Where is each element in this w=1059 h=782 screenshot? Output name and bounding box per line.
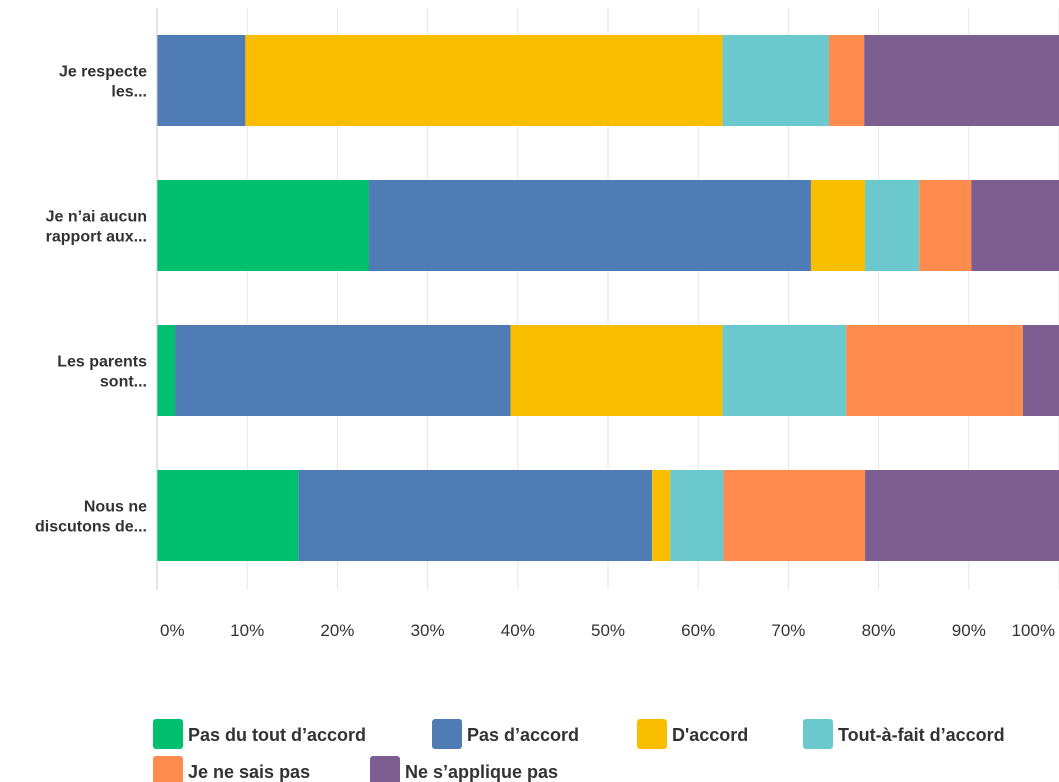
legend-label: Pas d’accord — [467, 725, 579, 745]
bar-segment — [157, 325, 176, 416]
bar-segment — [919, 180, 972, 271]
bar-segment — [723, 470, 866, 561]
legend-label: D'accord — [672, 725, 748, 745]
legend-swatch — [637, 719, 667, 749]
legend-label: Je ne sais pas — [188, 762, 310, 782]
x-tick-label: 60% — [681, 621, 715, 640]
bar-segment — [828, 35, 865, 126]
bar-segment — [510, 325, 723, 416]
bars-layer — [157, 35, 1059, 561]
x-tick-label: 90% — [952, 621, 986, 640]
category-label: sont... — [100, 374, 147, 391]
x-tick-label: 30% — [411, 621, 445, 640]
x-tick-label: 50% — [591, 621, 625, 640]
bar-segment — [298, 470, 653, 561]
bar-segment — [722, 35, 829, 126]
category-label: discutons de... — [35, 519, 147, 536]
legend-swatch — [153, 719, 183, 749]
bar-segment — [157, 470, 299, 561]
bar-segment — [245, 35, 723, 126]
bar-segment — [864, 35, 1059, 126]
legend-label: Tout-à-fait d’accord — [838, 725, 1005, 745]
x-tick-label: 0% — [160, 621, 185, 640]
category-label: Nous ne — [84, 499, 147, 516]
category-label: Les parents — [57, 354, 147, 371]
bar-segment — [810, 180, 866, 271]
legend: Pas du tout d’accord Pas d’accord D'accord… — [153, 719, 1005, 782]
legend-swatch — [803, 719, 833, 749]
category-label: rapport aux... — [46, 229, 147, 246]
bar-segment — [175, 325, 511, 416]
bar-segment — [722, 325, 847, 416]
bar-segment — [157, 35, 246, 126]
legend-swatch — [432, 719, 462, 749]
category-label: Je respecte — [59, 64, 147, 81]
legend-label: Pas du tout d’accord — [188, 725, 366, 745]
bar-segment — [1022, 325, 1059, 416]
bar-segment — [670, 470, 724, 561]
bar-segment — [971, 180, 1059, 271]
bar-segment — [157, 180, 369, 271]
x-tick-label: 10% — [230, 621, 264, 640]
legend-swatch — [370, 756, 400, 782]
x-tick-labels: 0% 10% 20% 30% 40% 50% 60% 70% 80% 90% 100% — [160, 621, 1055, 640]
bar-segment — [865, 180, 920, 271]
x-tick-label: 40% — [501, 621, 535, 640]
legend-swatch — [153, 756, 183, 782]
category-label: les... — [111, 84, 147, 101]
x-tick-label: 70% — [771, 621, 805, 640]
x-tick-label: 20% — [320, 621, 354, 640]
legend-label: Ne s’applique pas — [405, 762, 558, 782]
bar-segment — [652, 470, 671, 561]
bar-segment — [368, 180, 811, 271]
category-label: Je n’ai aucun — [46, 209, 147, 226]
bar-segment — [865, 470, 1059, 561]
x-tick-label: 100% — [1012, 621, 1055, 640]
x-tick-label: 80% — [862, 621, 896, 640]
category-labels: Je respecte les... Je n’ai aucun rapport au… — [35, 64, 147, 536]
bar-segment — [846, 325, 1023, 416]
